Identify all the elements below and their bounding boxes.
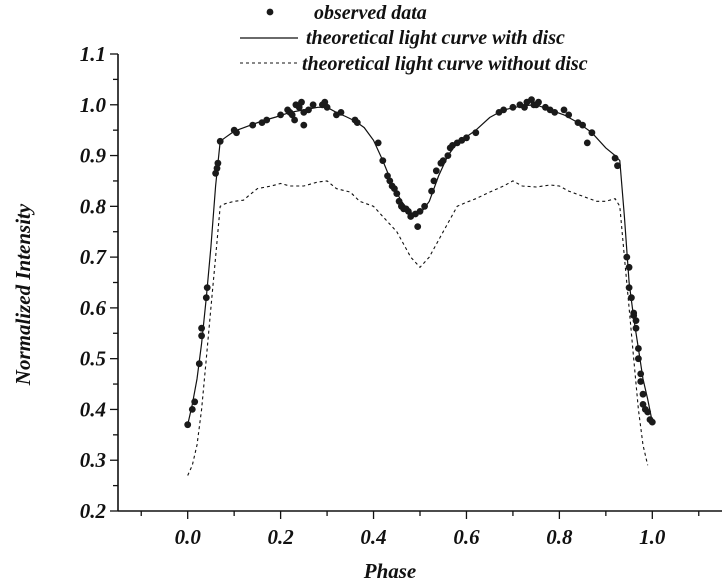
data-point [249,121,257,129]
data-point [191,398,199,406]
data-point [632,317,640,324]
data-point [337,109,345,116]
y-tick-label: 0.7 [80,245,108,269]
data-point [393,190,401,198]
curve-with-disc [187,104,653,425]
data-point [535,98,542,106]
data-point [379,157,387,165]
data-point [632,324,640,332]
data-point [288,111,296,119]
data-point [323,103,331,111]
y-tick-label: 0.6 [80,296,107,320]
data-point [644,408,652,416]
data-point [623,253,631,261]
data-point [428,187,435,195]
x-tick-label: 0.8 [546,525,573,549]
x-tick-label: 0.0 [175,525,202,549]
data-point [560,106,568,114]
data-point [509,103,517,111]
data-point [630,312,638,319]
data-point [203,284,211,291]
data-point [309,101,317,109]
data-point [639,390,647,398]
data-point [291,116,298,124]
legend: observed data theoretical light curve wi… [240,2,588,75]
data-point [472,129,480,137]
y-ticks: 0.2 0.3 0.4 0.5 0.6 0.7 0.8 0.9 1.0 1.1 [80,42,118,523]
plot-area [184,96,656,476]
x-tick-label: 0.4 [360,525,386,549]
data-point [305,106,312,114]
data-point [233,129,240,137]
data-point [414,223,422,231]
data-point [421,202,428,210]
observed-points [184,96,656,429]
data-point [528,96,535,104]
data-point [386,177,394,185]
data-point [648,418,656,426]
y-tick-label: 0.9 [80,144,107,168]
data-point [198,332,206,340]
data-point [213,164,221,172]
x-axis-label: Phase [363,559,417,583]
x-tick-label: 0.6 [453,525,480,549]
data-point [588,129,596,137]
data-point [430,177,438,185]
data-point [198,324,206,332]
y-tick-label: 1.0 [80,93,107,117]
data-point [298,98,305,106]
data-point [439,157,447,165]
data-point [625,284,633,291]
x-ticks: 0.0 0.2 0.4 0.6 0.8 1.0 [140,511,700,549]
data-point [637,378,645,385]
data-point [188,406,196,413]
y-tick-label: 0.8 [80,194,107,218]
data-point [432,167,440,175]
data-point [463,134,470,142]
data-point [583,139,591,147]
data-point [565,111,573,119]
data-point [263,116,271,124]
data-point [214,159,222,167]
data-point [521,103,528,111]
data-point [184,421,192,429]
legend-marker-observed [266,8,274,16]
data-point [635,345,642,352]
y-tick-label: 0.2 [80,499,107,523]
data-point [551,109,559,116]
y-tick-label: 1.1 [80,42,106,66]
data-point [321,98,329,106]
x-tick-label: 1.0 [639,525,666,549]
data-point [300,121,308,129]
data-point [637,370,645,378]
data-point [625,263,633,271]
data-point [635,355,642,363]
data-point [444,152,452,160]
y-tick-label: 0.3 [80,448,106,472]
data-point [195,360,203,368]
data-point [579,121,586,129]
y-axis-label: Normalized Intensity [11,203,35,386]
legend-label-observed: observed data [314,2,427,24]
data-point [202,294,210,302]
data-point [611,154,619,162]
data-point [416,208,424,215]
legend-label-with-disc: theoretical light curve with disc [306,27,565,49]
data-point [295,103,303,111]
y-tick-label: 0.5 [80,347,106,371]
data-point [405,208,412,215]
data-point [216,137,224,145]
curve-without-disc [187,180,649,476]
data-point [374,139,382,147]
data-point [500,106,507,114]
data-point [277,111,284,119]
data-point [614,162,621,170]
x-tick-label: 0.2 [267,525,294,549]
data-point [628,294,635,302]
y-tick-label: 0.4 [80,397,106,421]
legend-label-without-disc: theoretical light curve without disc [302,53,588,75]
data-point [353,119,361,126]
axes: 0.0 0.2 0.4 0.6 0.8 1.0 0.2 0.3 0.4 0.5 0.6 0.7 0.8… [11,42,722,583]
